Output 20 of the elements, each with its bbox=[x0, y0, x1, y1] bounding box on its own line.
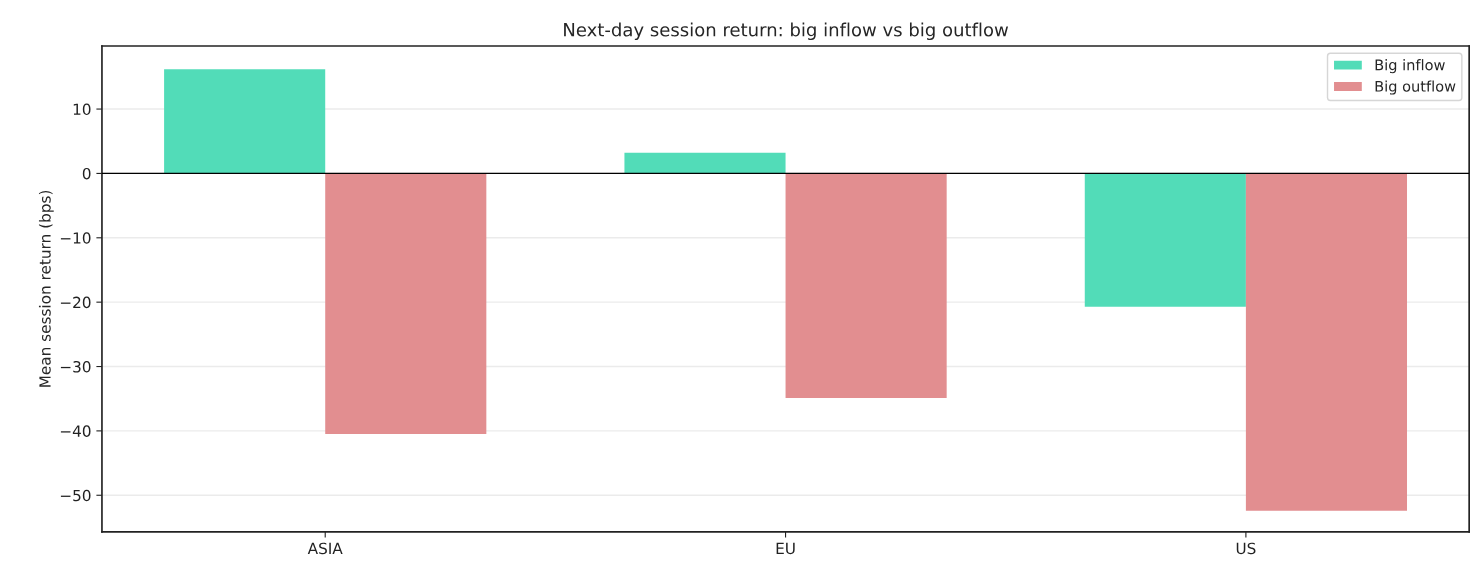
y-tick-label: −50 bbox=[60, 489, 91, 502]
y-axis-title: Mean session return (bps) bbox=[38, 190, 54, 387]
y-tick-label: −10 bbox=[60, 232, 91, 244]
y-tick-label: −20 bbox=[60, 296, 91, 309]
bar bbox=[1245, 173, 1408, 511]
y-tick-label: 10 bbox=[73, 103, 91, 116]
y-tick-label: 0 bbox=[82, 167, 91, 180]
x-tick-label: ASIA bbox=[307, 542, 343, 555]
x-tick-label: US bbox=[1236, 542, 1256, 555]
bar bbox=[1084, 173, 1246, 307]
y-tick-label: −40 bbox=[60, 425, 91, 437]
bar bbox=[624, 152, 786, 174]
chart-title: Next-day session return: big inflow vs big outflow bbox=[564, 22, 1009, 41]
legend-label: Big inflow bbox=[1375, 59, 1445, 74]
x-tick-label: EU bbox=[776, 542, 795, 555]
bar bbox=[325, 173, 487, 435]
y-tick-label: −30 bbox=[60, 360, 91, 373]
bar bbox=[164, 69, 326, 174]
legend-label: Big outflow bbox=[1375, 80, 1456, 95]
bar bbox=[785, 173, 947, 399]
